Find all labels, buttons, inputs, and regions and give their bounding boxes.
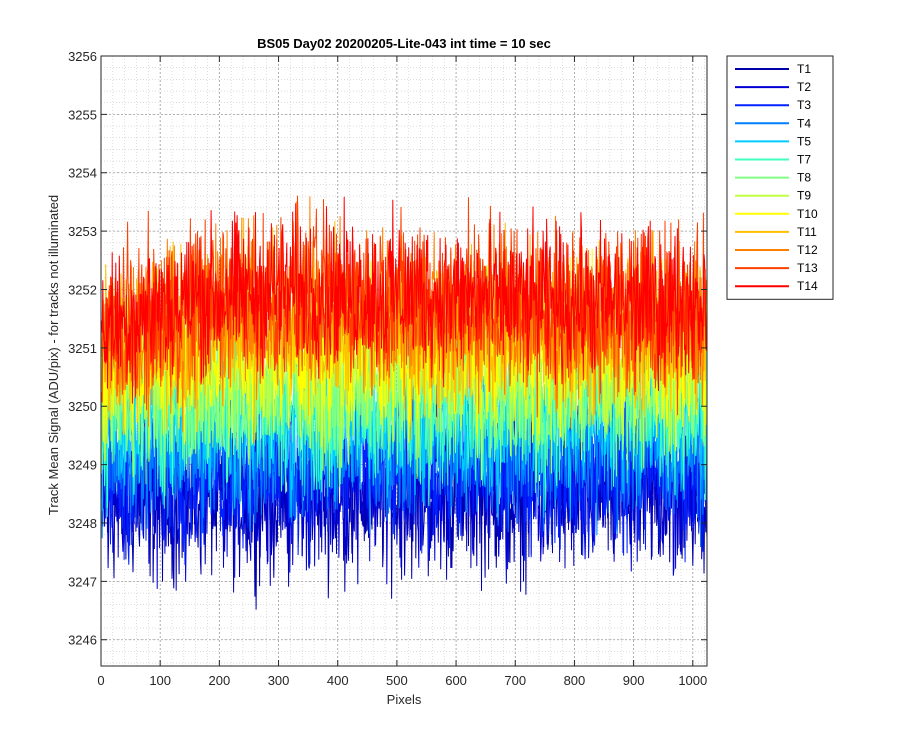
series-lines (101, 195, 708, 610)
y-tick-label: 3246 (68, 633, 97, 648)
x-tick-label: 600 (445, 673, 467, 688)
y-tick-label: 3256 (68, 49, 97, 64)
legend-label-t10: T10 (797, 207, 818, 221)
y-axis-label: Track Mean Signal (ADU/pix) - for tracks… (46, 195, 61, 515)
axes (100, 55, 708, 667)
y-tick-label: 3249 (68, 458, 97, 473)
legend-label-t9: T9 (797, 189, 811, 203)
legend-label-t5: T5 (797, 134, 811, 148)
x-tick-label: 300 (268, 673, 290, 688)
x-tick-label: 100 (149, 673, 171, 688)
legend-label-t13: T13 (797, 261, 818, 275)
plot-frame (100, 55, 708, 667)
y-tick-label: 3255 (68, 107, 97, 122)
legend-label-t11: T11 (797, 225, 817, 239)
legend-label-t4: T4 (797, 116, 811, 130)
legend-label-t1: T1 (797, 62, 811, 76)
x-tick-label: 700 (504, 673, 526, 688)
x-tick-label: 1000 (678, 673, 707, 688)
legend-label-t3: T3 (797, 98, 811, 112)
chart-title: BS05 Day02 20200205-Lite-043 int time = … (257, 36, 551, 51)
x-tick-label: 200 (209, 673, 231, 688)
x-tick-label: 900 (623, 673, 645, 688)
x-tick-label: 800 (564, 673, 586, 688)
legend-label-t8: T8 (797, 171, 811, 185)
y-tick-label: 3253 (68, 224, 97, 239)
x-tick-label: 0 (97, 673, 104, 688)
x-tick-label: 400 (327, 673, 349, 688)
legend: T1 T2 T3 T4 T5 T7 T8 T9 T10 T11 T12 T13 T14 (726, 55, 834, 300)
legend-label-t7: T7 (797, 153, 811, 167)
y-tick-label: 3251 (68, 341, 97, 356)
x-axis-label: Pixels (387, 692, 422, 707)
y-tick-label: 3252 (68, 282, 97, 297)
y-tick-label: 3247 (68, 574, 97, 589)
tick-labels: 0 100 200 300 400 500 600 700 800 900 1000 3246 3247… (68, 49, 707, 688)
legend-label-t14: T14 (797, 279, 818, 293)
y-tick-label: 3248 (68, 516, 97, 531)
legend-label-t2: T2 (797, 80, 811, 94)
legend-label-t12: T12 (797, 243, 818, 257)
y-tick-label: 3250 (68, 399, 97, 414)
series-line-t14 (101, 196, 708, 404)
x-tick-label: 500 (386, 673, 408, 688)
y-tick-label: 3254 (68, 166, 97, 181)
